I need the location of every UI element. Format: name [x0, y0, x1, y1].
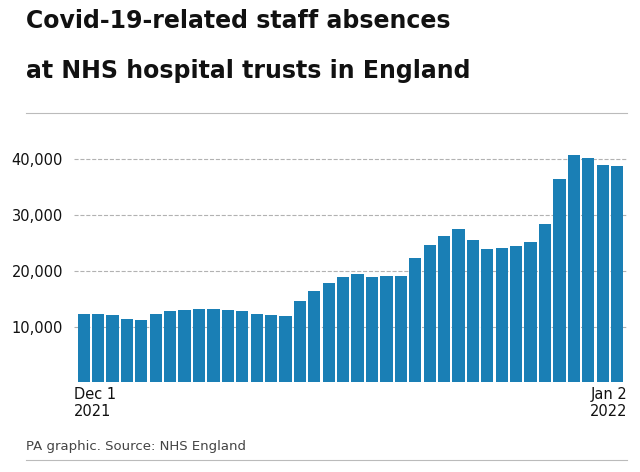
Bar	[294, 302, 306, 382]
Text: Dec 1
2021: Dec 1 2021	[74, 387, 116, 420]
Bar	[164, 312, 176, 382]
Bar	[280, 316, 292, 382]
Bar	[510, 246, 522, 382]
Bar	[366, 278, 378, 382]
Bar	[380, 276, 392, 382]
Bar	[77, 314, 90, 382]
Text: Covid-19-related staff absences: Covid-19-related staff absences	[26, 9, 450, 34]
Bar	[409, 259, 421, 382]
Bar	[265, 315, 277, 382]
Bar	[92, 314, 104, 382]
Text: at NHS hospital trusts in England: at NHS hospital trusts in England	[26, 59, 470, 83]
Bar	[121, 319, 133, 382]
Bar	[467, 239, 479, 382]
Bar	[596, 165, 609, 382]
Bar	[308, 291, 321, 382]
Bar	[351, 274, 364, 382]
Bar	[150, 314, 162, 382]
Bar	[251, 314, 263, 382]
Bar	[106, 315, 118, 382]
Bar	[207, 309, 220, 382]
Text: Jan 2
2022: Jan 2 2022	[589, 387, 627, 420]
Bar	[221, 310, 234, 382]
Bar	[135, 320, 147, 382]
Bar	[424, 244, 436, 382]
Bar	[582, 158, 595, 382]
Bar	[395, 276, 407, 382]
Bar	[337, 278, 349, 382]
Bar	[179, 310, 191, 382]
Bar	[568, 155, 580, 382]
Bar	[323, 283, 335, 382]
Bar	[495, 248, 508, 382]
Bar	[438, 236, 450, 382]
Bar	[554, 179, 566, 382]
Bar	[611, 166, 623, 382]
Text: PA graphic. Source: NHS England: PA graphic. Source: NHS England	[26, 440, 246, 453]
Bar	[236, 312, 248, 382]
Bar	[481, 249, 493, 382]
Bar	[452, 229, 465, 382]
Bar	[539, 225, 551, 382]
Bar	[193, 309, 205, 382]
Bar	[525, 242, 537, 382]
